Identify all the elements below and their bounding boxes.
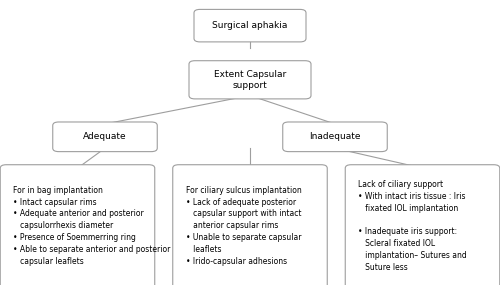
Text: Extent Capsular
support: Extent Capsular support xyxy=(214,70,286,90)
Text: Inadequate: Inadequate xyxy=(309,132,361,141)
Text: Adequate: Adequate xyxy=(83,132,127,141)
Text: Surgical aphakia: Surgical aphakia xyxy=(212,21,288,30)
Text: For in bag implantation
• Intact capsular rims
• Adequate anterior and posterior: For in bag implantation • Intact capsula… xyxy=(14,186,170,266)
FancyBboxPatch shape xyxy=(345,165,500,285)
FancyBboxPatch shape xyxy=(283,122,387,152)
Text: For ciliary sulcus implantation
• Lack of adequate posterior
   capsular support: For ciliary sulcus implantation • Lack o… xyxy=(186,186,302,266)
FancyBboxPatch shape xyxy=(53,122,157,152)
Text: Lack of ciliary support
• With intact iris tissue : Iris
   fixated IOL implanta: Lack of ciliary support • With intact ir… xyxy=(358,180,467,272)
FancyBboxPatch shape xyxy=(189,61,311,99)
FancyBboxPatch shape xyxy=(0,165,155,285)
FancyBboxPatch shape xyxy=(194,9,306,42)
FancyBboxPatch shape xyxy=(173,165,328,285)
